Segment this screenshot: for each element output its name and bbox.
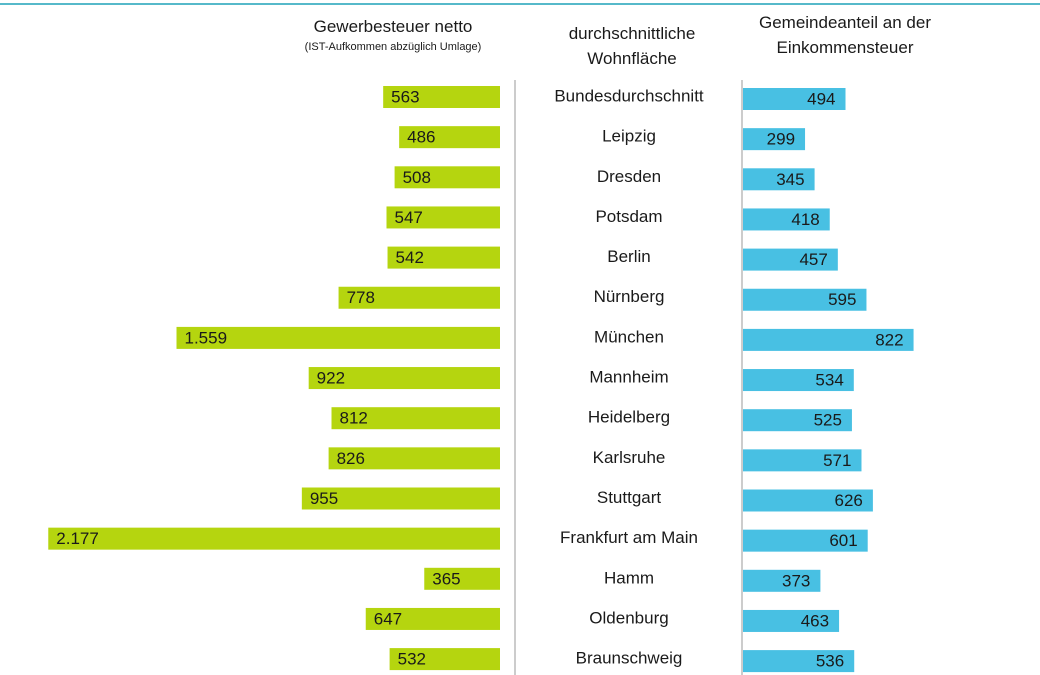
series-subtitle: (IST-Aufkommen abzüglich Umlage) (304, 41, 482, 53)
bar (424, 567, 500, 590)
category-header: durchschnittliche Wohnfläche (568, 24, 696, 68)
category-label: Heidelberg (588, 408, 670, 427)
bar (743, 168, 815, 191)
bar (383, 86, 500, 108)
value-label: 2.177 (56, 529, 99, 548)
bar (743, 569, 821, 592)
value-label: 647 (374, 609, 402, 628)
right-header: Gemeindeanteil an der Einkommensteuer (758, 13, 931, 57)
category-label: Bundesdurchschnitt (554, 86, 704, 105)
value-label: 418 (791, 210, 819, 229)
value-label: 536 (816, 652, 844, 671)
value-label: 822 (875, 330, 903, 349)
value-label: 532 (398, 650, 426, 669)
bar (394, 166, 500, 189)
value-label: 525 (814, 411, 842, 430)
category-label: Dresden (597, 167, 661, 186)
bar (743, 650, 855, 673)
value-label: 563 (391, 87, 419, 106)
category-label: Nürnberg (594, 287, 665, 306)
category-label: Leipzig (602, 127, 656, 146)
value-label: 542 (396, 248, 424, 267)
value-label: 534 (815, 371, 843, 390)
category-label: Mannheim (589, 368, 668, 387)
value-label: 508 (403, 168, 431, 187)
value-label: 457 (799, 250, 827, 269)
bar (331, 407, 500, 430)
category-label: Braunschweig (576, 649, 683, 668)
category-label: München (594, 327, 664, 346)
bar (743, 489, 873, 512)
value-label: 365 (432, 569, 460, 588)
value-label: 601 (829, 531, 857, 550)
bar (743, 449, 862, 472)
value-label: 486 (407, 128, 435, 147)
bar (743, 609, 840, 632)
bar (387, 246, 500, 269)
left-header: Gewerbesteuer netto (IST-Aufkommen abzüg… (268, 14, 518, 55)
bar (399, 126, 500, 149)
bar (743, 128, 806, 151)
bar (338, 286, 500, 309)
bar (743, 529, 868, 552)
category-label: Hamm (604, 568, 654, 587)
value-label: 494 (807, 89, 835, 108)
value-label: 463 (801, 611, 829, 630)
series-title: Gewerbesteuer netto (313, 17, 473, 36)
bar (743, 248, 838, 271)
bar (743, 328, 914, 351)
category-label: Berlin (607, 247, 650, 266)
category-label: Karlsruhe (593, 448, 666, 467)
bar (301, 487, 500, 510)
bar (743, 409, 852, 432)
value-label: 595 (828, 290, 856, 309)
category-label: Oldenburg (589, 608, 668, 627)
value-label: 626 (835, 491, 863, 510)
bar (328, 447, 500, 470)
bar (743, 288, 867, 311)
value-label: 345 (776, 170, 804, 189)
bar (365, 607, 500, 630)
bar (743, 208, 830, 231)
bar (743, 369, 854, 392)
bar (389, 648, 500, 671)
category-label: Stuttgart (597, 488, 662, 507)
bar (386, 206, 500, 229)
value-label: 571 (823, 451, 851, 470)
category-label: Frankfurt am Main (560, 528, 698, 547)
bar (176, 326, 500, 349)
value-label: 826 (337, 449, 365, 468)
value-label: 778 (347, 288, 375, 307)
value-label: 922 (317, 369, 345, 388)
value-label: 955 (310, 489, 338, 508)
bar (743, 88, 846, 110)
bar (48, 527, 501, 550)
value-label: 547 (394, 208, 422, 227)
value-label: 812 (340, 409, 368, 428)
value-label: 299 (767, 130, 795, 149)
bar (308, 367, 500, 390)
category-label: Potsdam (595, 207, 662, 226)
value-label: 1.559 (185, 328, 228, 347)
value-label: 373 (782, 571, 810, 590)
